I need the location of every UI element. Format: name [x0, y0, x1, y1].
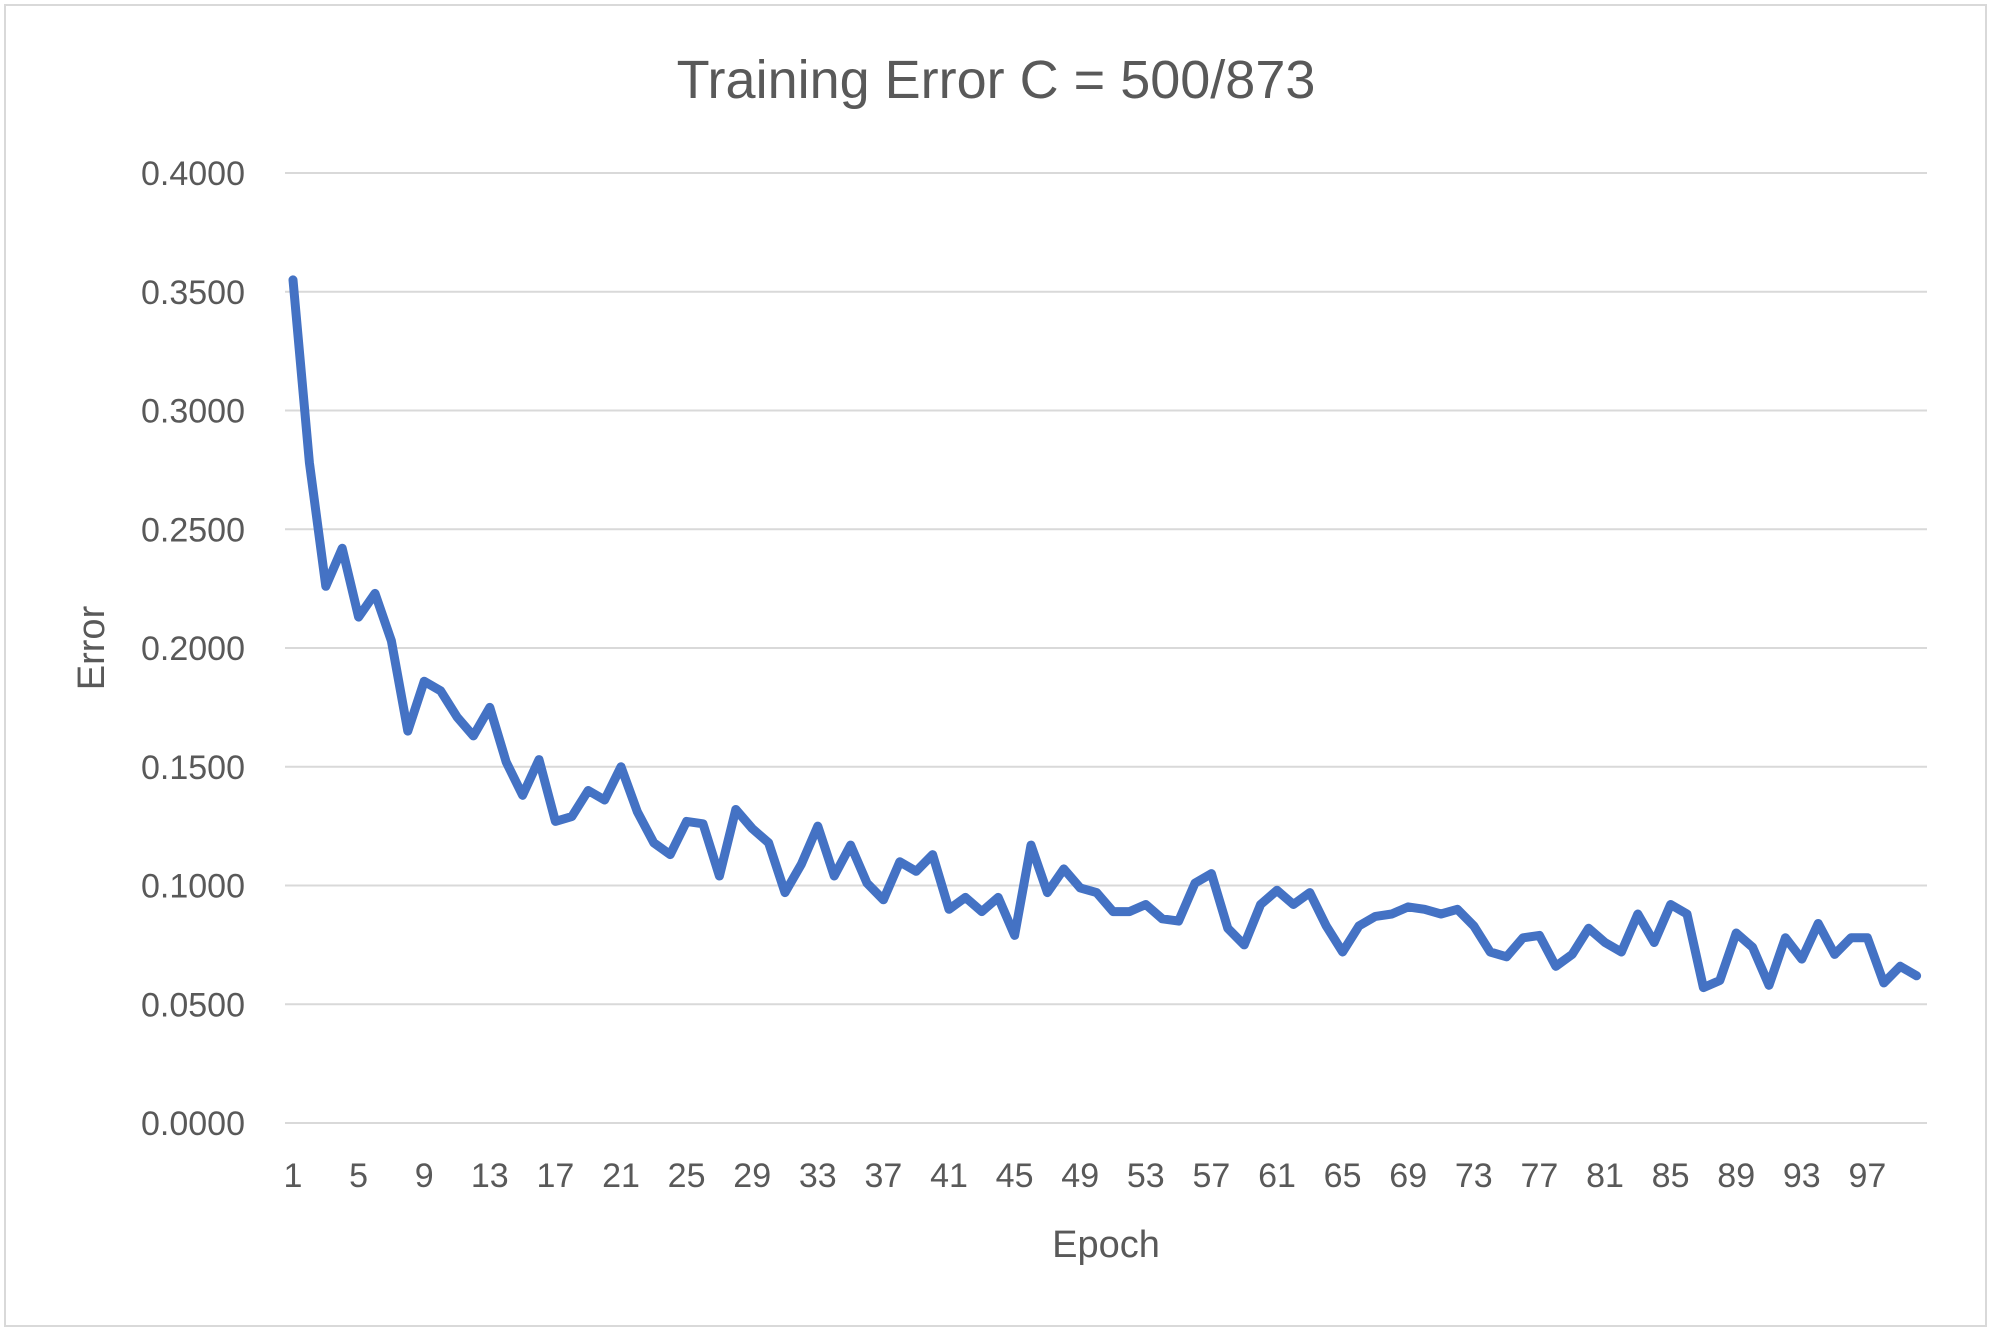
x-tick-label: 25 — [668, 1157, 706, 1195]
y-tick-labels: 0.0000 0.0500 0.1000 0.1500 0.2000 0.2500 0.30… — [141, 155, 245, 1143]
y-axis-label: Error — [71, 605, 113, 690]
y-tick-label: 0.0000 — [141, 1105, 245, 1143]
x-tick-label: 97 — [1848, 1157, 1886, 1195]
series-layer — [288, 275, 1922, 993]
y-tick-label: 0.2000 — [141, 630, 245, 668]
x-tick-label: 5 — [349, 1157, 368, 1195]
x-tick-label: 41 — [930, 1157, 968, 1195]
y-tick-label: 0.3000 — [141, 393, 245, 431]
y-tick-label: 0.4000 — [141, 155, 245, 193]
y-tick-label: 0.2500 — [141, 511, 245, 549]
x-tick-label: 33 — [799, 1157, 837, 1195]
x-tick-label: 57 — [1192, 1157, 1230, 1195]
chart-frame — [4, 4, 1987, 1327]
x-tick-label: 89 — [1717, 1157, 1755, 1195]
x-tick-label: 77 — [1520, 1157, 1558, 1195]
x-tick-label: 69 — [1389, 1157, 1427, 1195]
x-tick-label: 45 — [996, 1157, 1034, 1195]
x-tick-label: 17 — [536, 1157, 574, 1195]
gridlines — [285, 172, 1927, 1124]
x-tick-label: 37 — [864, 1157, 902, 1195]
series-line-0 — [288, 275, 1922, 993]
x-axis-label: Epoch — [1052, 1224, 1160, 1266]
x-tick-labels: 1 5 9 13 17 21 25 29 33 37 41 45 49 53 57 61 65 69 73 77 81 8… — [284, 1157, 1887, 1195]
x-tick-label: 73 — [1455, 1157, 1493, 1195]
x-tick-label: 85 — [1652, 1157, 1690, 1195]
y-tick-label: 0.1500 — [141, 749, 245, 787]
x-tick-label: 53 — [1127, 1157, 1165, 1195]
x-tick-label: 13 — [471, 1157, 509, 1195]
x-tick-label: 21 — [602, 1157, 640, 1195]
x-tick-label: 81 — [1586, 1157, 1624, 1195]
x-tick-label: 65 — [1324, 1157, 1362, 1195]
y-tick-label: 0.3500 — [141, 274, 245, 312]
x-tick-label: 29 — [733, 1157, 771, 1195]
chart-title: Training Error C = 500/873 — [677, 50, 1316, 110]
y-tick-label: 0.1000 — [141, 868, 245, 906]
x-tick-label: 1 — [284, 1157, 303, 1195]
x-tick-label: 93 — [1783, 1157, 1821, 1195]
x-tick-label: 61 — [1258, 1157, 1296, 1195]
x-tick-label: 49 — [1061, 1157, 1099, 1195]
y-tick-label: 0.0500 — [141, 986, 245, 1024]
x-tick-label: 9 — [415, 1157, 434, 1195]
